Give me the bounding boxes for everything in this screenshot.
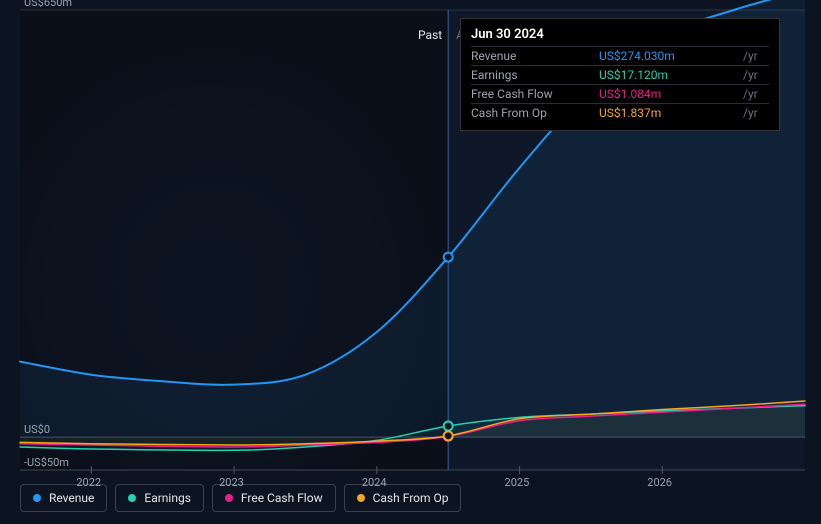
tooltip-unit: /yr	[739, 85, 769, 104]
tooltip-unit: /yr	[739, 104, 769, 123]
tooltip-value: US$1.837m	[591, 104, 739, 123]
chart-tooltip: Jun 30 2024 Revenue US$274.030m /yr Earn…	[460, 18, 780, 131]
legend-label: Revenue	[49, 491, 94, 505]
x-axis-label: 2026	[647, 476, 672, 489]
x-axis-label: 2024	[362, 476, 387, 489]
x-axis-label: 2023	[219, 476, 244, 489]
x-axis-label: 2022	[76, 476, 101, 489]
tooltip-table: Revenue US$274.030m /yr Earnings US$17.1…	[471, 46, 769, 122]
tooltip-unit: /yr	[739, 66, 769, 85]
y-axis-label: US$650m	[24, 0, 72, 9]
tooltip-value: US$17.120m	[591, 66, 739, 85]
legend-item-earnings[interactable]: Earnings	[115, 484, 204, 512]
tooltip-value: US$1.084m	[591, 85, 739, 104]
legend-swatch	[128, 494, 136, 502]
legend-swatch	[357, 494, 365, 502]
tooltip-row-cfo: Cash From Op US$1.837m /yr	[471, 104, 769, 123]
x-axis-label: 2025	[505, 476, 530, 489]
y-axis-label: -US$50m	[24, 456, 69, 469]
past-section-label: Past	[418, 28, 442, 42]
tooltip-label: Cash From Op	[471, 104, 591, 123]
tooltip-unit: /yr	[739, 47, 769, 66]
legend-swatch	[225, 494, 233, 502]
tooltip-row-earnings: Earnings US$17.120m /yr	[471, 66, 769, 85]
y-axis-label: US$0	[24, 423, 50, 436]
tooltip-row-revenue: Revenue US$274.030m /yr	[471, 47, 769, 66]
tooltip-label: Revenue	[471, 47, 591, 66]
legend-swatch	[33, 494, 41, 502]
tooltip-row-fcf: Free Cash Flow US$1.084m /yr	[471, 85, 769, 104]
legend-label: Cash From Op	[373, 491, 449, 505]
legend-label: Earnings	[144, 491, 191, 505]
tooltip-value: US$274.030m	[591, 47, 739, 66]
tooltip-label: Earnings	[471, 66, 591, 85]
legend-label: Free Cash Flow	[241, 491, 323, 505]
tooltip-label: Free Cash Flow	[471, 85, 591, 104]
tooltip-title: Jun 30 2024	[471, 27, 769, 42]
